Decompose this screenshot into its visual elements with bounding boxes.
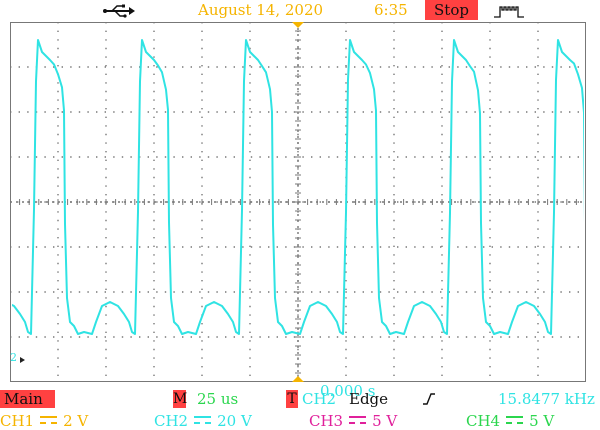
trigger-position-marker-bottom xyxy=(292,376,304,382)
ch2-waveform-path xyxy=(12,39,584,335)
ch1-name: CH1 xyxy=(0,412,35,430)
waveform-display[interactable]: 2 0.000 s xyxy=(10,22,586,400)
timebase-label: M xyxy=(173,390,188,408)
frequency-readout: 15.8477 kHz xyxy=(498,390,595,408)
dc-coupling-icon xyxy=(194,416,212,424)
rising-edge-icon xyxy=(423,393,435,405)
status-bar: August 14, 2020 6:35 Stop xyxy=(0,0,600,22)
dc-coupling-icon xyxy=(506,416,524,424)
ch2-value: 20 V xyxy=(217,412,252,430)
channel-scale-bar: CH1 2 V CH2 20 V CH3 5 V CH4 5 V xyxy=(0,412,600,430)
ch3-name: CH3 xyxy=(309,412,344,430)
trigger-label: T xyxy=(286,390,298,408)
main-timebase-button[interactable]: Main xyxy=(0,390,55,408)
ch2-name: CH2 xyxy=(154,412,189,430)
ch2-scale[interactable]: CH2 20 V xyxy=(154,412,252,430)
ch1-scale[interactable]: CH1 2 V xyxy=(0,412,88,430)
trigger-waveform-icon xyxy=(494,6,524,18)
time-display: 6:35 xyxy=(374,1,408,19)
timebase-value[interactable]: 25 us xyxy=(197,390,239,408)
trigger-position-marker-top xyxy=(292,22,304,28)
channel-ground-arrow xyxy=(20,357,25,363)
trigger-type[interactable]: Edge xyxy=(349,390,389,408)
ch3-scale[interactable]: CH3 5 V xyxy=(309,412,397,430)
date-display: August 14, 2020 xyxy=(198,1,324,19)
trigger-source[interactable]: CH2 xyxy=(302,390,337,408)
ch4-scale[interactable]: CH4 5 V xyxy=(466,412,554,430)
run-stop-button[interactable]: Stop xyxy=(425,0,478,20)
ch2-trace xyxy=(12,39,584,335)
ch4-value: 5 V xyxy=(529,412,555,430)
dc-coupling-icon xyxy=(349,416,367,424)
channel-2-marker: 2 xyxy=(10,351,17,364)
ch4-name: CH4 xyxy=(466,412,501,430)
dc-coupling-icon xyxy=(40,416,58,424)
timebase-trigger-bar: Main M 25 us T CH2 Edge 15.8477 kHz xyxy=(0,390,600,410)
graticule xyxy=(10,22,586,382)
ch3-value: 5 V xyxy=(372,412,398,430)
usb-icon xyxy=(103,4,135,18)
ch1-value: 2 V xyxy=(63,412,89,430)
trigger-time-readout: 0.000 s xyxy=(320,382,376,400)
